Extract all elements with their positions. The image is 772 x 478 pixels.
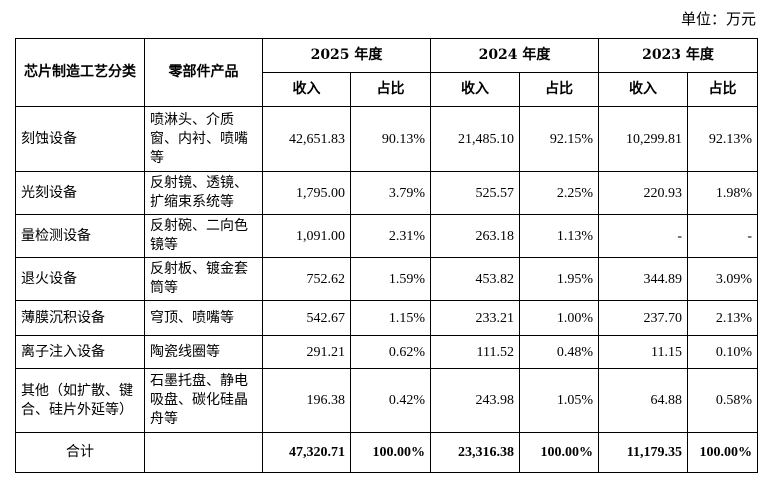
header-year-2024: 2024 年度 (430, 38, 599, 73)
value-cell: 21,485.10 (430, 106, 520, 172)
parts-cell: 穹顶、喷嘴等 (144, 300, 263, 336)
total-value-cell: 100.00% (519, 432, 599, 473)
parts-cell: 反射镜、透镜、扩缩束系统等 (144, 171, 263, 215)
value-cell: 291.21 (262, 335, 351, 369)
value-cell: 243.98 (430, 368, 520, 433)
value-cell: 64.88 (598, 368, 688, 433)
value-cell: 542.67 (262, 300, 351, 336)
process-cell: 其他（如扩散、键合、硅片外延等） (15, 368, 145, 433)
header-year-2023: 2023 年度 (598, 38, 758, 73)
header-parts: 零部件产品 (144, 38, 263, 107)
parts-cell: 石墨托盘、静电吸盘、碳化硅晶舟等 (144, 368, 263, 433)
value-cell: 344.89 (598, 257, 688, 301)
value-cell: 2.13% (687, 300, 758, 336)
table-row: 离子注入设备 陶瓷线圈等 291.21 0.62% 111.52 0.48% 1… (15, 335, 758, 369)
header-revenue: 收入 (598, 72, 688, 107)
table-row: 量检测设备 反射碗、二向色镜等 1,091.00 2.31% 263.18 1.… (15, 214, 758, 258)
value-cell: 11.15 (598, 335, 688, 369)
table-row: 薄膜沉积设备 穹顶、喷嘴等 542.67 1.15% 233.21 1.00% … (15, 300, 758, 336)
header-share: 占比 (687, 72, 758, 107)
revenue-table: 芯片制造工艺分类 零部件产品 2025 年度 2024 年度 2023 年度 收… (15, 38, 758, 473)
header-revenue: 收入 (430, 72, 520, 107)
header-share: 占比 (350, 72, 431, 107)
value-cell: 0.62% (350, 335, 431, 369)
value-cell: 111.52 (430, 335, 520, 369)
value-cell: 1.05% (519, 368, 599, 433)
value-cell: 1.59% (350, 257, 431, 301)
table-row: 光刻设备 反射镜、透镜、扩缩束系统等 1,795.00 3.79% 525.57… (15, 171, 758, 215)
total-value-cell: 100.00% (687, 432, 758, 473)
header-process: 芯片制造工艺分类 (15, 38, 145, 107)
total-label: 合计 (15, 432, 145, 473)
value-cell: 3.09% (687, 257, 758, 301)
header-year-2025: 2025 年度 (262, 38, 431, 73)
header-revenue: 收入 (262, 72, 351, 107)
total-value-cell: 11,179.35 (598, 432, 688, 473)
value-cell: 1,795.00 (262, 171, 351, 215)
value-cell: 0.58% (687, 368, 758, 433)
value-cell: 2.25% (519, 171, 599, 215)
value-cell: 1.95% (519, 257, 599, 301)
empty-cell (144, 432, 263, 473)
process-cell: 量检测设备 (15, 214, 145, 258)
value-cell: 1.00% (519, 300, 599, 336)
table-row: 退火设备 反射板、镀金套筒等 752.62 1.59% 453.82 1.95%… (15, 257, 758, 301)
value-cell: 1.98% (687, 171, 758, 215)
parts-cell: 反射板、镀金套筒等 (144, 257, 263, 301)
process-cell: 刻蚀设备 (15, 106, 145, 172)
process-cell: 离子注入设备 (15, 335, 145, 369)
total-value-cell: 100.00% (350, 432, 431, 473)
process-cell: 光刻设备 (15, 171, 145, 215)
value-cell: 220.93 (598, 171, 688, 215)
process-cell: 薄膜沉积设备 (15, 300, 145, 336)
value-cell: 237.70 (598, 300, 688, 336)
total-value-cell: 23,316.38 (430, 432, 520, 473)
table-row: 刻蚀设备 喷淋头、介质窗、内衬、喷嘴等 42,651.83 90.13% 21,… (15, 106, 758, 172)
header-share: 占比 (519, 72, 599, 107)
value-cell: 453.82 (430, 257, 520, 301)
table-row: 其他（如扩散、键合、硅片外延等） 石墨托盘、静电吸盘、碳化硅晶舟等 196.38… (15, 368, 758, 433)
value-cell: 1,091.00 (262, 214, 351, 258)
value-cell: 0.42% (350, 368, 431, 433)
value-cell: 3.79% (350, 171, 431, 215)
value-cell: 233.21 (430, 300, 520, 336)
value-cell: 2.31% (350, 214, 431, 258)
value-cell: 1.15% (350, 300, 431, 336)
value-cell: 752.62 (262, 257, 351, 301)
value-cell: 196.38 (262, 368, 351, 433)
value-cell: 525.57 (430, 171, 520, 215)
value-cell: 90.13% (350, 106, 431, 172)
value-cell: 0.48% (519, 335, 599, 369)
total-value-cell: 47,320.71 (262, 432, 351, 473)
value-cell: 263.18 (430, 214, 520, 258)
value-cell: 92.13% (687, 106, 758, 172)
parts-cell: 陶瓷线圈等 (144, 335, 263, 369)
process-cell: 退火设备 (15, 257, 145, 301)
parts-cell: 反射碗、二向色镜等 (144, 214, 263, 258)
value-cell: 0.10% (687, 335, 758, 369)
unit-label: 单位：万元 (680, 10, 756, 28)
value-cell: - (687, 214, 758, 258)
value-cell: - (598, 214, 688, 258)
parts-cell: 喷淋头、介质窗、内衬、喷嘴等 (144, 106, 263, 172)
total-row: 合计 47,320.71 100.00% 23,316.38 100.00% 1… (15, 432, 758, 473)
value-cell: 10,299.81 (598, 106, 688, 172)
value-cell: 92.15% (519, 106, 599, 172)
value-cell: 42,651.83 (262, 106, 351, 172)
value-cell: 1.13% (519, 214, 599, 258)
